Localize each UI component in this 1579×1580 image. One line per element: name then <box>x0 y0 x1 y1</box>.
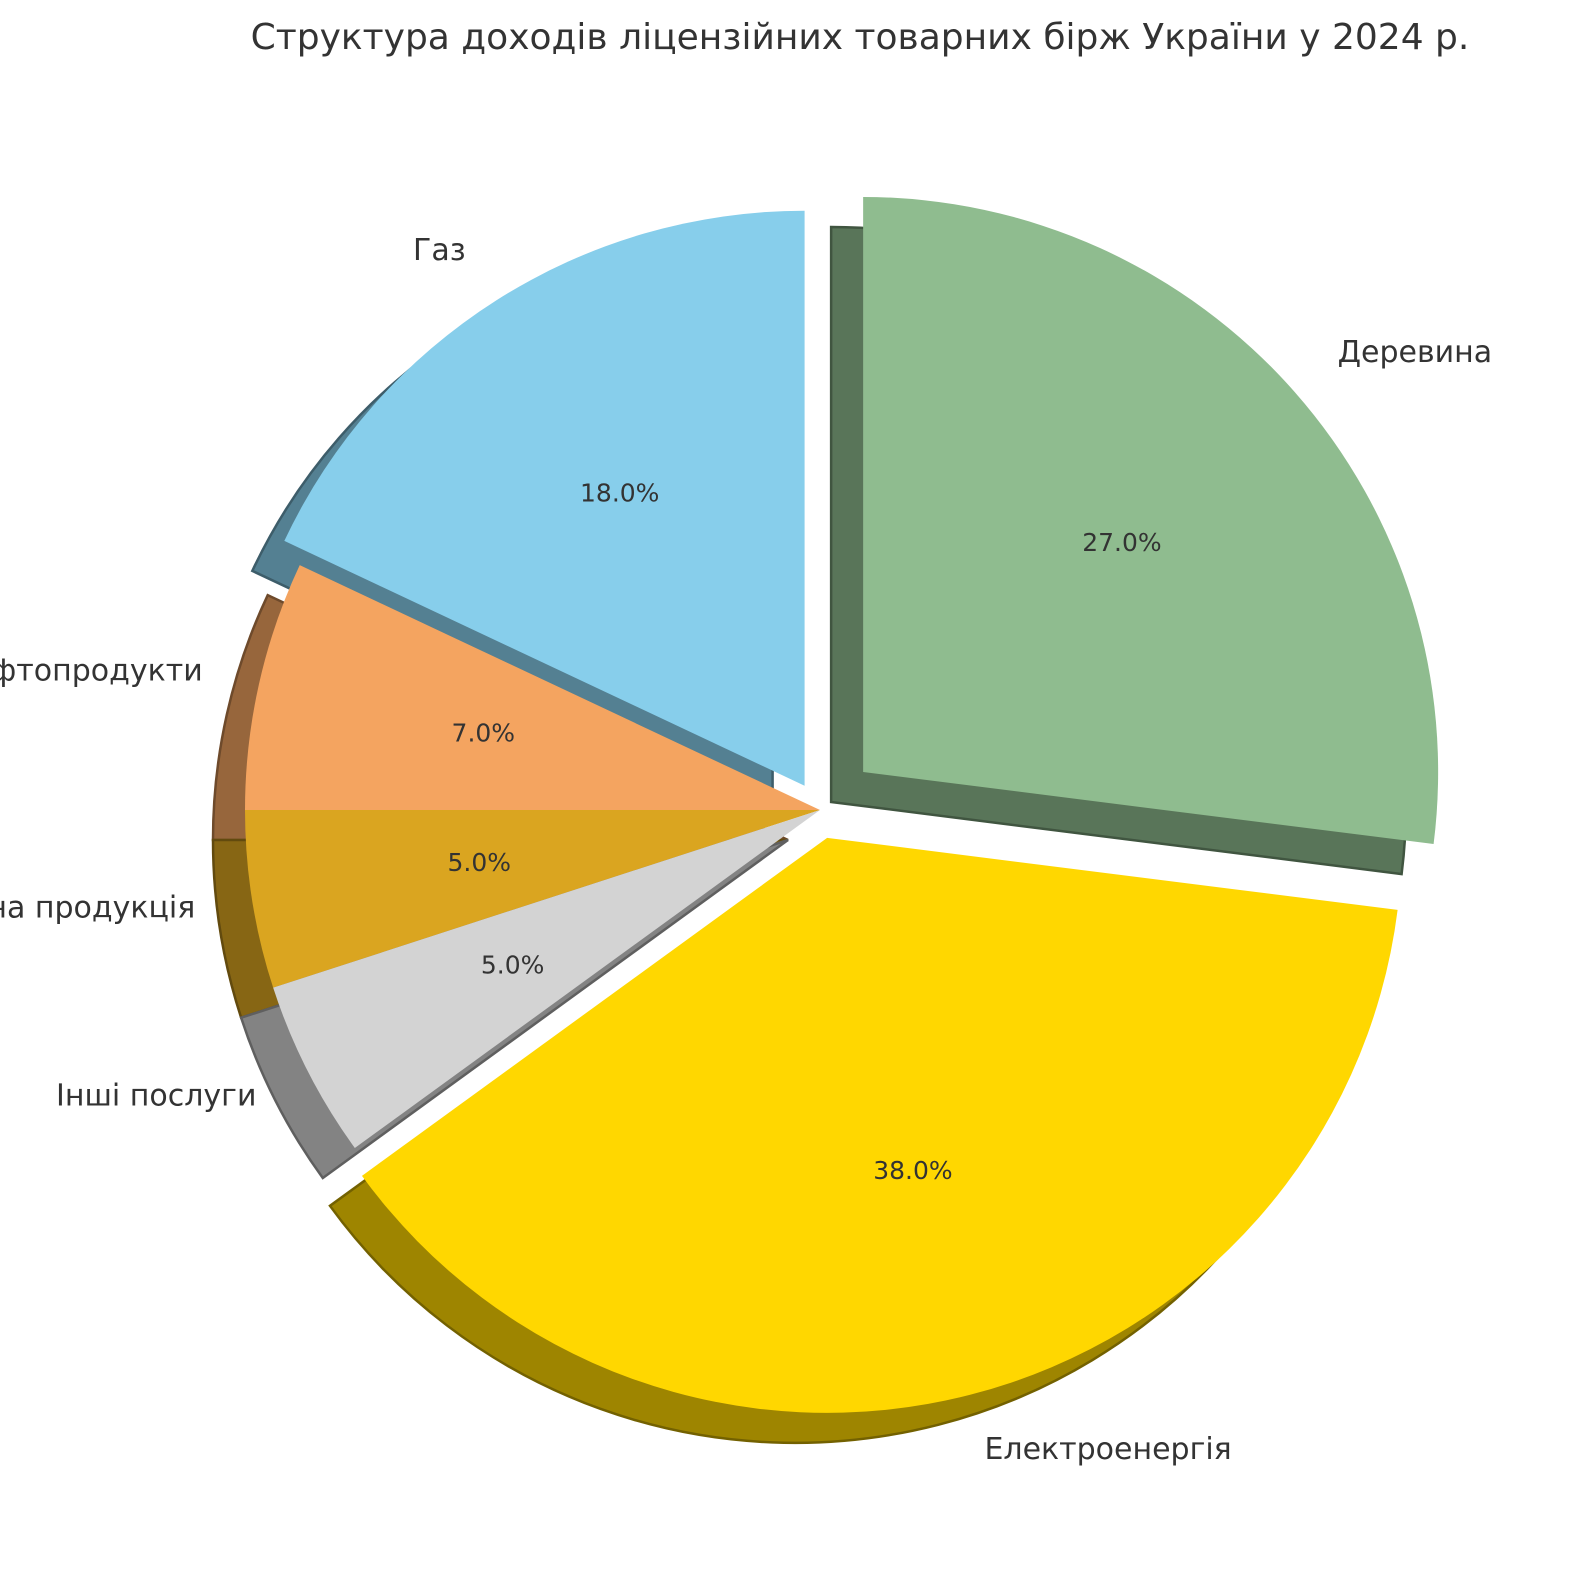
slice-5-percent: 5.0% <box>481 951 545 980</box>
slice-5-label: Інші послуги <box>56 1079 256 1114</box>
slice-3-percent: 7.0% <box>452 719 516 748</box>
slice-2-label: Газ <box>413 233 466 268</box>
slice-1-percent: 27.0% <box>1082 528 1161 557</box>
slice-6-wedge <box>361 837 1398 1413</box>
slice-6-percent: 38.0% <box>873 1156 952 1185</box>
slice-4-percent: 5.0% <box>447 848 511 877</box>
slice-1-label: Деревина <box>1338 335 1493 370</box>
slice-1-wedge <box>863 196 1439 845</box>
chart-title: Структура доходів ліцензійних товарних б… <box>251 17 1470 58</box>
slice-6-label: Електроенергія <box>984 1432 1231 1467</box>
label-layer: Деревина 27.0% Газ 18.0% Нафтопродукти 7.0% Аг… <box>0 233 1492 1467</box>
slice-4-label: Аграрна продукція <box>0 890 195 925</box>
slice-2-wedge <box>284 210 805 786</box>
slice-2-percent: 18.0% <box>580 478 659 507</box>
slice-4-wedge <box>245 810 820 988</box>
slice-5-wedge <box>273 810 820 1148</box>
slice-3-label: Нафтопродукти <box>0 654 203 689</box>
slice-layer <box>245 196 1439 1413</box>
slice-3-wedge <box>245 565 820 810</box>
